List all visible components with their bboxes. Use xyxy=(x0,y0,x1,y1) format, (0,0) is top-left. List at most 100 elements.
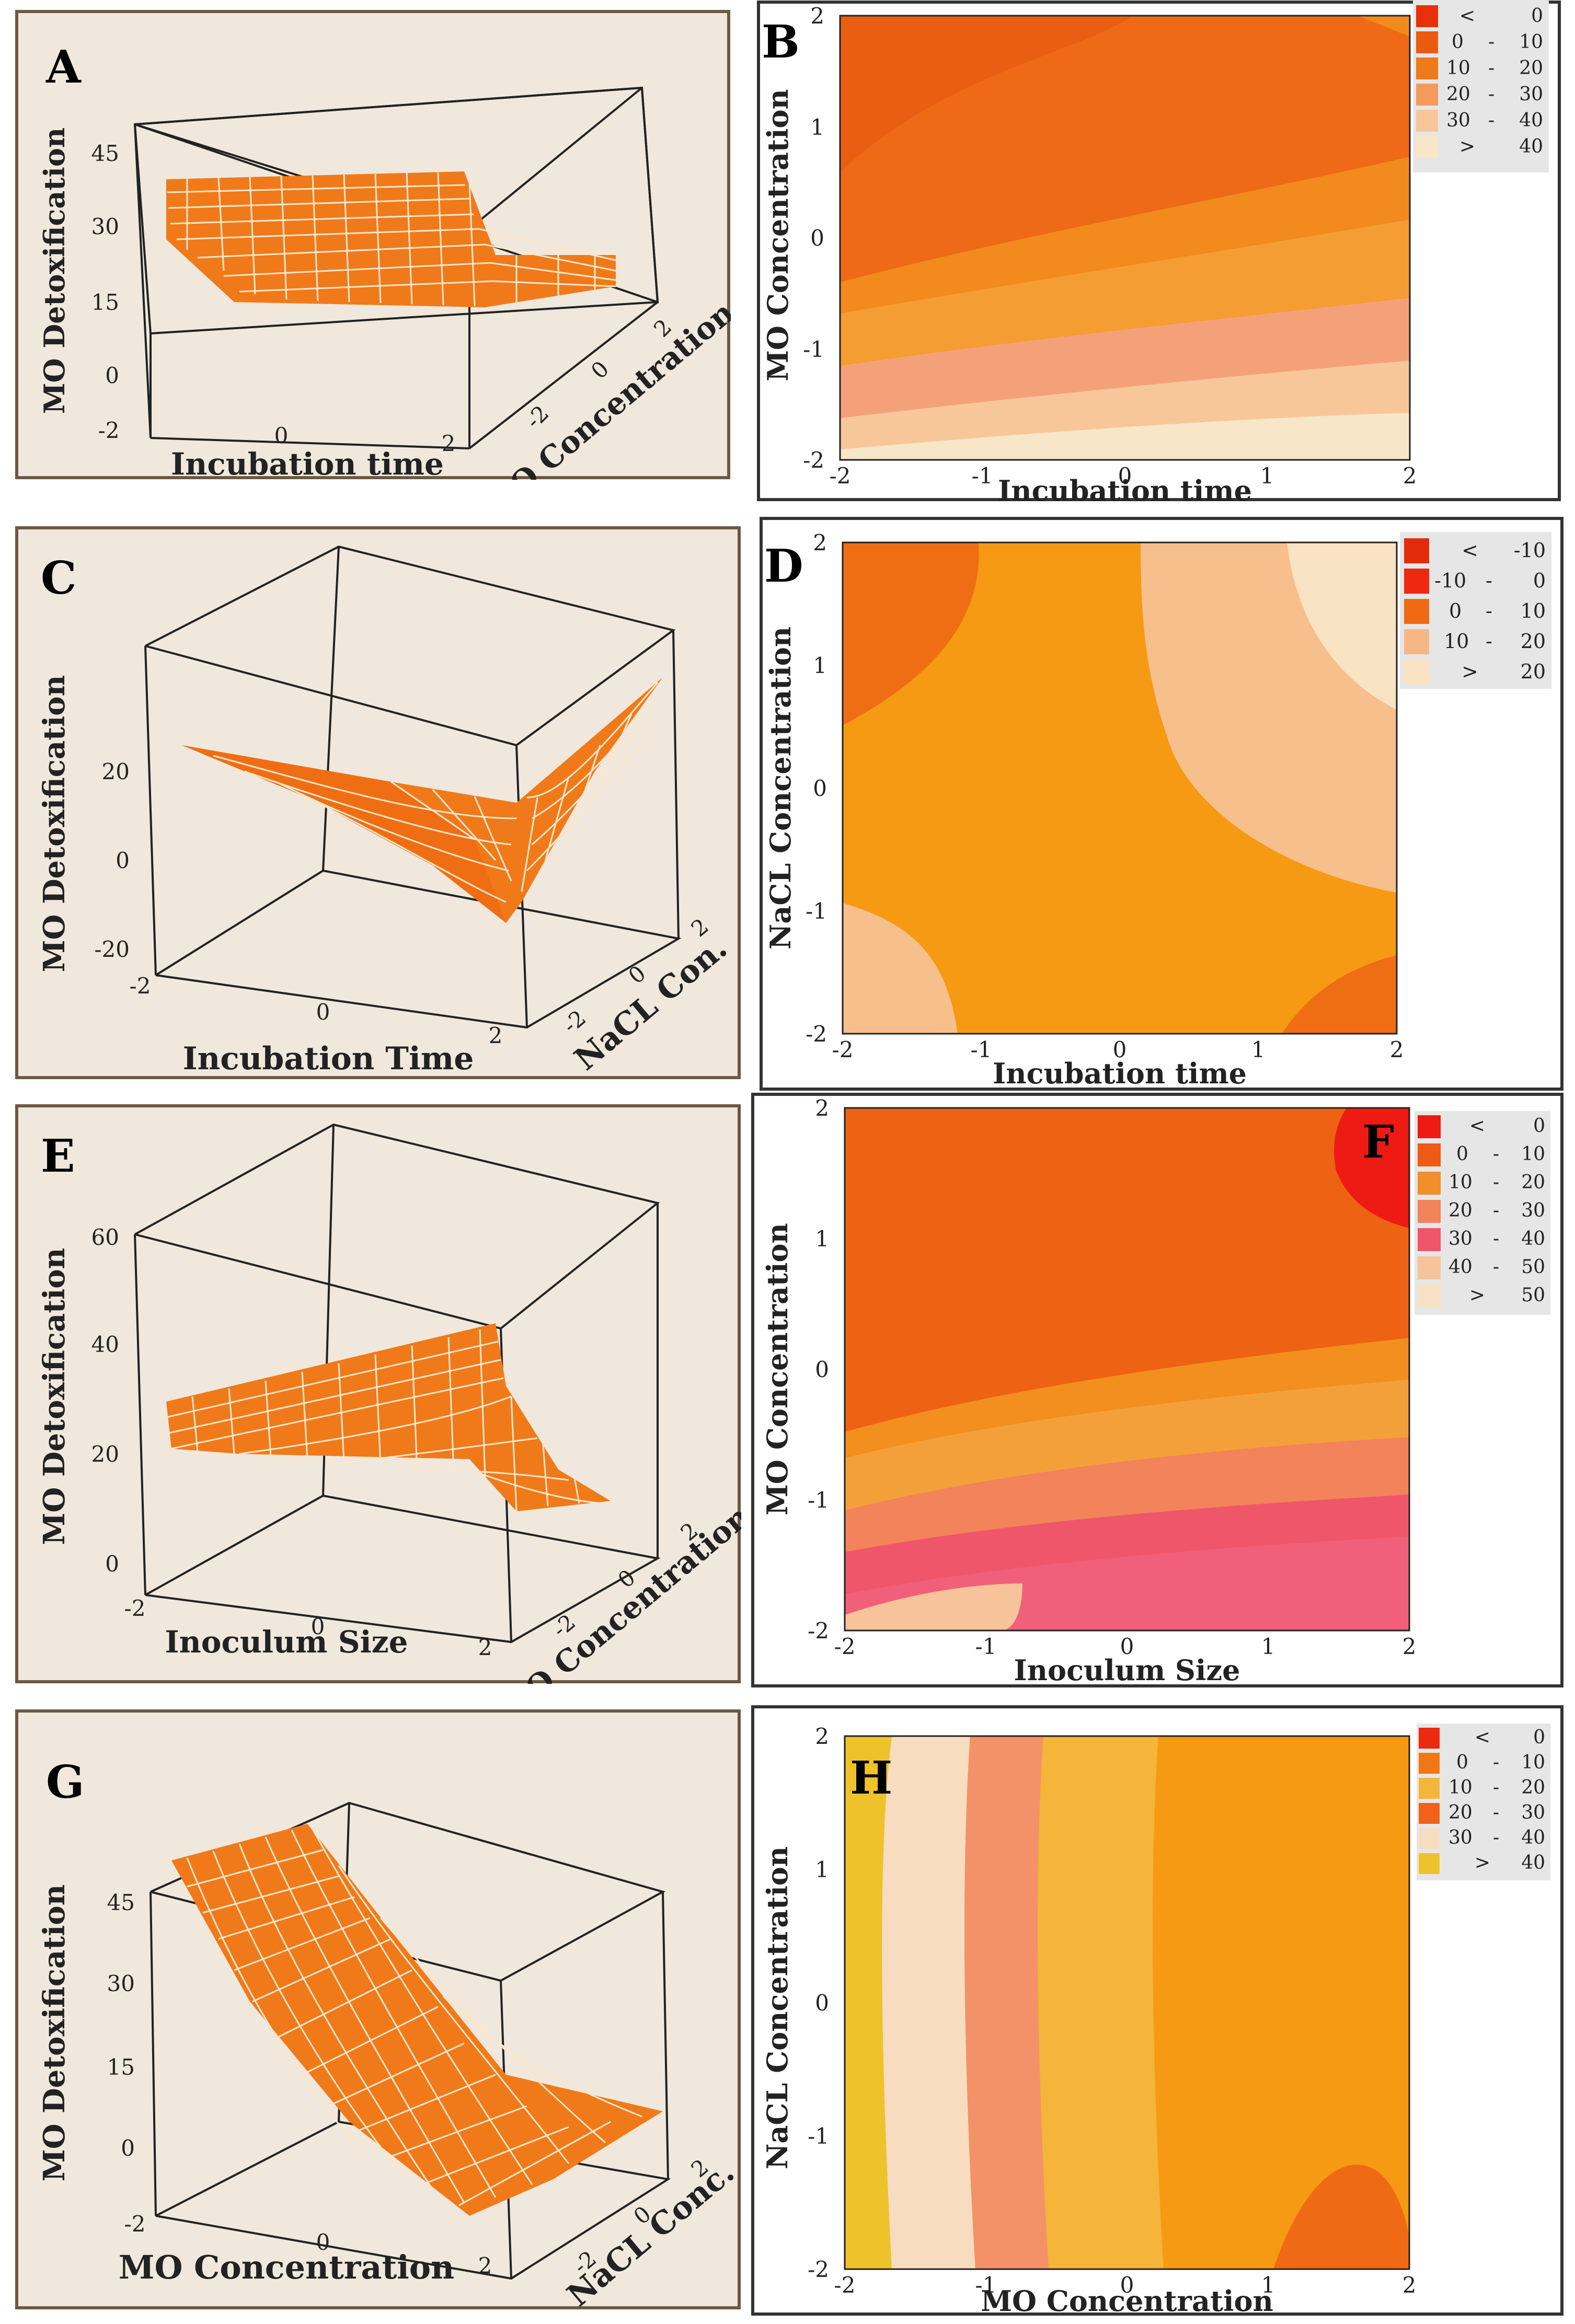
y-tick: -2 xyxy=(808,2257,829,2282)
legend-lo: 0 xyxy=(1452,31,1464,53)
y-tick: 1 xyxy=(810,114,824,140)
x-tick: 0 xyxy=(1113,1037,1127,1062)
z-axis-label: MO Detoxification xyxy=(37,675,72,973)
legend-swatch xyxy=(1416,31,1438,53)
x-tick: 0 xyxy=(1120,2272,1134,2298)
z-axis-label: MO Detoxification xyxy=(38,128,71,414)
surface-mesh xyxy=(182,677,663,923)
legend-hi: 10 xyxy=(1521,599,1546,622)
legend-op: > xyxy=(1475,1852,1490,1874)
legend-dash: - xyxy=(1493,1802,1499,1823)
x-tick: -2 xyxy=(832,1037,854,1062)
z-tick: 45 xyxy=(107,1890,135,1915)
x-axis-label: Incubation time xyxy=(171,446,444,480)
legend-hi: 40 xyxy=(1521,1852,1545,1874)
contour-plot xyxy=(844,1735,1410,2270)
z-tick: 0 xyxy=(121,2135,135,2161)
y-tick: -1 xyxy=(806,898,827,924)
x-tick: 1 xyxy=(1251,1037,1266,1062)
legend-swatch xyxy=(1418,1115,1441,1138)
panel-h: H 2 1 0 -1 -2 NaCL Concentration -2 -1 0… xyxy=(751,1705,1564,2316)
panel-a: A 45 30 15 0 MO Detoxification xyxy=(15,9,731,480)
x-tick: 1 xyxy=(1260,463,1274,489)
legend-hi: 50 xyxy=(1521,1285,1545,1306)
y-tick-labels: 2 1 0 -1 -2 xyxy=(808,1095,829,1644)
legend-swatch xyxy=(1418,1285,1441,1308)
x-tick: 2 xyxy=(1390,1037,1404,1062)
x-tick: -2 xyxy=(130,973,151,999)
x-tick: 2 xyxy=(1402,1634,1417,1659)
x-tick: 0 xyxy=(311,1614,325,1639)
x-axis-label: Inoculum Size xyxy=(165,1624,408,1660)
legend-dash: - xyxy=(1493,1256,1499,1278)
x-tick: 2 xyxy=(478,1635,492,1660)
legend-lo: 20 xyxy=(1446,84,1470,105)
legend-hi: 30 xyxy=(1519,84,1543,105)
z-tick: 0 xyxy=(105,363,119,388)
legend-hi: 40 xyxy=(1519,136,1543,157)
legend-dash: - xyxy=(1493,1752,1499,1773)
y-tick-labels: 2 1 0 -1 -2 xyxy=(806,530,827,1047)
z-tick-labels: 45 30 15 0 xyxy=(107,1890,135,2161)
x-tick-labels: -2 0 2 xyxy=(130,973,503,1048)
y-tick: -2 xyxy=(808,1618,829,1644)
x-axis-label: MO Concentration xyxy=(119,2248,454,2286)
panel-f: F 2 1 0 -1 -2 MO Concentration -2 -1 0 1… xyxy=(751,1092,1564,1688)
legend-dash: - xyxy=(1486,599,1492,622)
x-tick: 2 xyxy=(478,2253,492,2279)
legend-swatch xyxy=(1418,1256,1441,1279)
y-tick-labels: 2 1 0 -1 -2 xyxy=(808,1724,829,2282)
x-tick: 2 xyxy=(1403,463,1417,489)
z-tick: 0 xyxy=(105,1551,119,1577)
legend-hi: 10 xyxy=(1521,1143,1545,1165)
legend-swatch xyxy=(1416,84,1438,106)
legend-dash: - xyxy=(1493,1777,1499,1798)
x-tick: -1 xyxy=(975,2272,997,2298)
x-tick: -1 xyxy=(972,463,993,489)
legend-swatch xyxy=(1416,5,1438,27)
surface-mesh xyxy=(171,1824,663,2216)
z-tick: 15 xyxy=(107,2054,135,2080)
legend-dash: - xyxy=(1493,1143,1499,1165)
legend-dash: - xyxy=(1493,1827,1499,1848)
y-tick: 2 xyxy=(810,3,824,29)
panel-e: E 60 40 20 0 MO Detoxification -2 0 2 In… xyxy=(15,1104,741,1684)
legend-dash: - xyxy=(1486,569,1492,592)
legend-lo: 10 xyxy=(1446,57,1470,79)
x-tick: -2 xyxy=(830,463,851,489)
x-tick-labels: -2 0 2 xyxy=(124,1595,492,1660)
legend-swatch xyxy=(1419,1728,1440,1749)
legend-dash: - xyxy=(1493,1200,1499,1221)
legend-lo: 40 xyxy=(1448,1256,1473,1278)
legend: < -10 -10 - 0 0 - 10 10 - 20 > 20 xyxy=(1400,532,1551,689)
x-axis-label: MO Concentration xyxy=(981,2284,1273,2316)
y-tick: 1 xyxy=(815,1857,829,1882)
z-tick: 20 xyxy=(91,1441,119,1467)
panel-letter: C xyxy=(41,552,76,605)
x-tick: 0 xyxy=(1118,463,1132,489)
x-tick: -2 xyxy=(834,1634,856,1659)
x-tick-labels: -2 0 2 xyxy=(98,418,456,456)
x-tick: 1 xyxy=(1261,1634,1275,1659)
legend-hi: 50 xyxy=(1521,1256,1545,1278)
contour-plot xyxy=(844,1107,1410,1632)
x-axis-label: Incubation time xyxy=(998,474,1252,502)
legend-hi: 20 xyxy=(1521,630,1546,653)
x-tick-labels: -2 -1 0 1 2 xyxy=(830,463,1417,489)
legend-swatch xyxy=(1419,1778,1440,1799)
legend-lo: 30 xyxy=(1448,1827,1473,1848)
y-tick: 0 xyxy=(815,1990,829,2016)
legend-hi: 20 xyxy=(1521,660,1546,683)
z-tick: 45 xyxy=(91,141,119,166)
legend-hi: -10 xyxy=(1514,539,1546,562)
panel-letter: F xyxy=(1362,1116,1394,1169)
legend-op: < xyxy=(1475,1727,1490,1748)
x-axis-label: Incubation time xyxy=(993,1057,1247,1090)
panel-letter: H xyxy=(850,1752,892,1805)
x-tick-labels: -2 -1 0 1 2 xyxy=(832,1037,1404,1062)
surface-mesh xyxy=(166,171,616,307)
legend-swatch xyxy=(1418,1172,1441,1195)
legend-lo: 30 xyxy=(1446,110,1470,131)
legend-swatch xyxy=(1404,538,1429,563)
legend-swatch xyxy=(1419,1753,1440,1774)
